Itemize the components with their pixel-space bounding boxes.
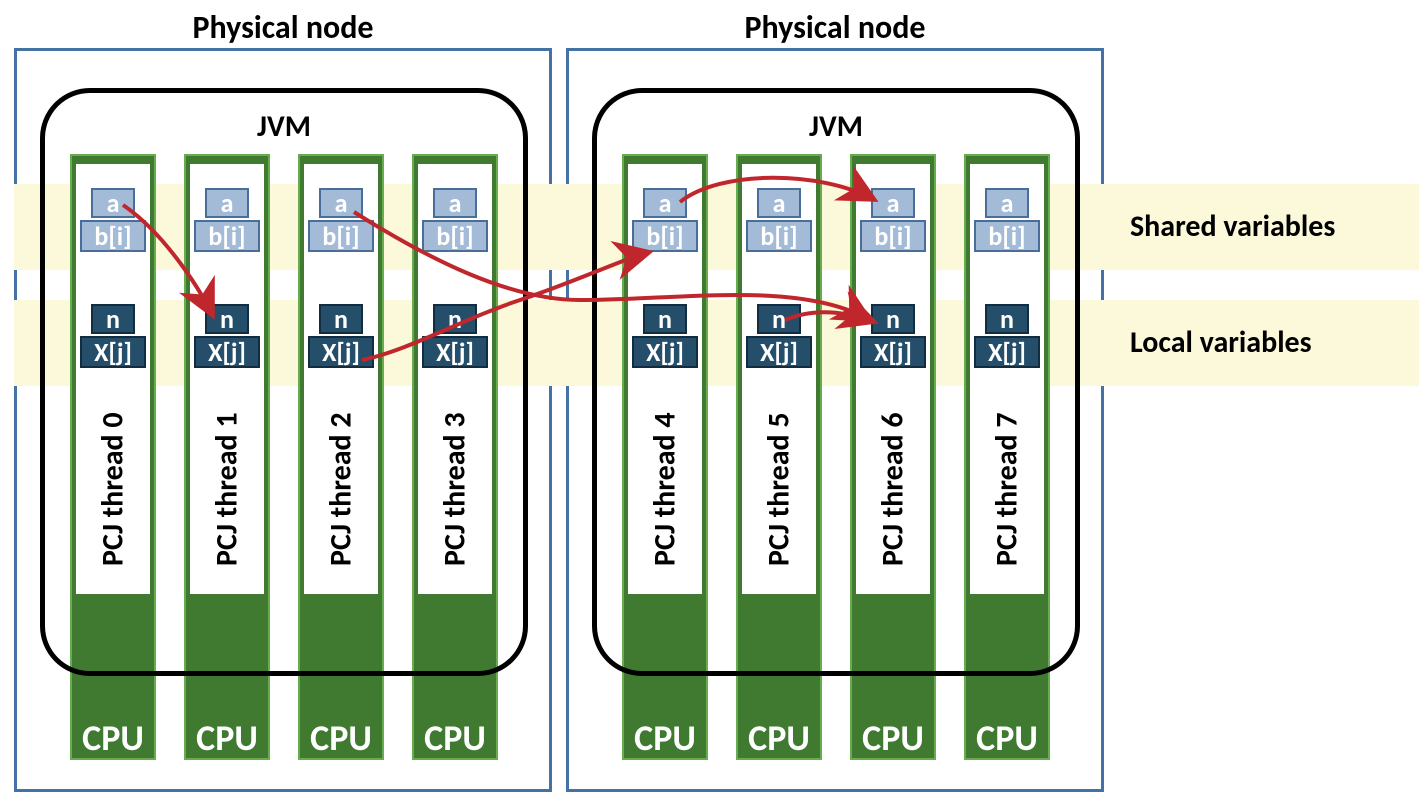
- shared-variables-label: Shared variables: [1130, 208, 1335, 245]
- node-title-0: Physical node: [14, 8, 552, 47]
- jvm-box-0: [40, 88, 528, 676]
- cpu-label-6: CPU: [850, 716, 936, 760]
- jvm-title-1: JVM: [592, 108, 1080, 145]
- cpu-label-5: CPU: [736, 716, 822, 760]
- cpu-label-3: CPU: [412, 716, 498, 760]
- jvm-box-1: [592, 88, 1080, 676]
- diagram-canvas: Physical node Physical node ab[i]nX[j]PC…: [0, 0, 1419, 799]
- jvm-title-0: JVM: [40, 108, 528, 145]
- cpu-label-1: CPU: [184, 716, 270, 760]
- node-title-1: Physical node: [566, 8, 1104, 47]
- cpu-label-4: CPU: [622, 716, 708, 760]
- cpu-label-7: CPU: [964, 716, 1050, 760]
- cpu-label-2: CPU: [298, 716, 384, 760]
- cpu-label-0: CPU: [70, 716, 156, 760]
- local-variables-label: Local variables: [1130, 324, 1312, 361]
